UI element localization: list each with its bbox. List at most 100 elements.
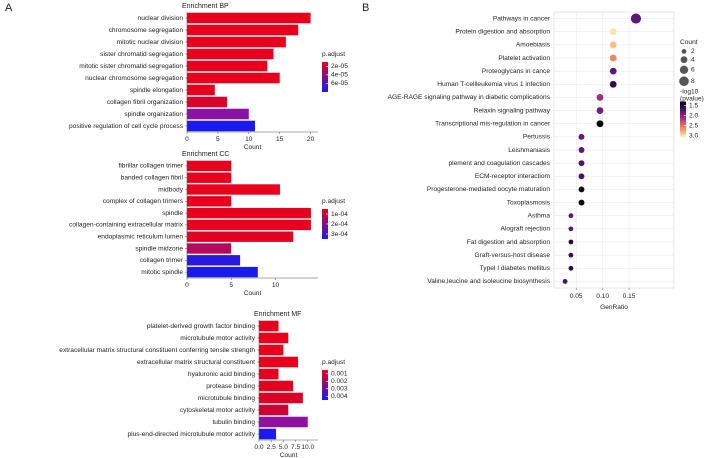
y-tick-label: tubulin binding (212, 419, 255, 426)
bar (187, 231, 294, 242)
panel-label: B (362, 2, 369, 14)
x-tick-label: 2.5 (267, 444, 276, 451)
x-tick-label: 0 (185, 282, 189, 289)
x-tick-label: 20 (307, 136, 315, 143)
colorbar (322, 209, 328, 239)
y-tick-label: AGE-RAGE signaling pathway in diabetic c… (388, 94, 551, 101)
legend-title: Count (680, 39, 698, 46)
legend-size-label: 2 (691, 48, 695, 55)
colorbar-tick-label: 4e-05 (331, 72, 348, 79)
x-tick-label: 10 (245, 136, 253, 143)
y-tick-label: cytoskeletal motor activity (180, 407, 256, 414)
bar (259, 416, 308, 428)
x-tick-label: 5 (216, 136, 220, 143)
bar (187, 84, 215, 96)
x-tick-label: 10.0 (301, 444, 314, 451)
y-tick-label: banded collagen fibril (121, 174, 184, 181)
legend-title: p.adjust (322, 198, 345, 205)
y-tick-label: Protein digestion and absorption (455, 28, 550, 35)
y-tick-label: microtubule binding (198, 395, 256, 402)
point (578, 160, 585, 167)
x-axis-label: Count (244, 144, 262, 151)
x-tick-label: 5 (229, 282, 233, 289)
y-tick-label: Platelet activation (498, 55, 550, 62)
y-tick-label: nuclear chromosome segregation (85, 75, 183, 82)
y-tick-label: spindle (162, 210, 183, 217)
x-tick-label: 0.05 (570, 293, 583, 300)
y-tick-label: Transcriptional mis-regulation in cancer (435, 120, 551, 127)
y-tick-label: microtubule motor activity (180, 335, 255, 342)
x-tick-label: 0.10 (596, 293, 609, 300)
y-tick-label: plement and coagulation cascades (448, 160, 550, 167)
bar (187, 196, 232, 207)
y-tick-label: ECM-receptor interactiom (475, 173, 551, 180)
bar (259, 404, 289, 416)
x-tick-label: 0 (185, 136, 189, 143)
legend-size-marker (681, 49, 687, 54)
point (568, 226, 574, 232)
colorbar (680, 101, 686, 138)
y-tick-label: mitotic nuclear division (117, 39, 184, 46)
bar (187, 160, 232, 172)
point (578, 173, 585, 180)
x-axis-label: GenRatio (600, 304, 628, 311)
x-tick-label: 0.15 (623, 293, 636, 300)
bar (259, 368, 279, 380)
y-tick-label: chromosome segregation (109, 27, 184, 34)
y-tick-label: hyaluronic acid binding (188, 371, 255, 378)
y-tick-label: endoplasmic reticulum lumen (98, 233, 184, 240)
bar (259, 428, 277, 440)
point (596, 107, 604, 114)
bar (187, 172, 232, 183)
bar (187, 120, 255, 132)
x-axis-label: Count (280, 452, 298, 458)
colorbar-tick-label: 1e-04 (331, 211, 348, 218)
legend-size-label: 6 (691, 67, 695, 74)
y-tick-label: platelet-derived growth factor binding (147, 323, 255, 330)
point (578, 199, 585, 206)
legend-size-label: 8 (691, 78, 695, 85)
y-tick-label: Graft-versus-host disease (475, 252, 551, 259)
colorbar-tick-label: 1.5 (689, 102, 698, 109)
x-axis-label: Count (244, 290, 262, 297)
bar (187, 72, 280, 84)
bar (259, 344, 284, 356)
y-tick-label: Fat digestion and absorption (467, 239, 551, 246)
legend-title: p.adjust (322, 359, 345, 366)
point (609, 67, 617, 75)
bar (187, 108, 249, 120)
colorbar (322, 370, 328, 400)
point (609, 41, 617, 49)
y-tick-label: mitotic spindle (141, 269, 183, 276)
chart-title: Enrichment CC (182, 151, 229, 158)
y-tick-label: fibrillar collagen trimer (119, 163, 184, 170)
point (609, 80, 617, 88)
point (578, 133, 585, 140)
y-tick-label: midbody (158, 186, 184, 193)
colorbar-tick-label: 0.003 (331, 386, 348, 393)
x-tick-label: 10 (272, 282, 280, 289)
legend-size-marker (679, 65, 689, 74)
y-tick-label: nuclear division (138, 15, 184, 22)
point (578, 186, 585, 193)
bar (187, 184, 280, 195)
x-tick-label: 5.0 (279, 444, 288, 451)
point (596, 94, 604, 101)
y-tick-label: Human T-cellleukemia virus 1 infection (437, 81, 550, 88)
bar (259, 392, 303, 404)
y-tick-label: Pathways in cancer (493, 15, 551, 22)
panel-label: A (5, 2, 13, 14)
legend-size-label: 4 (691, 56, 695, 63)
bar (187, 36, 286, 48)
x-tick-label: 15 (276, 136, 284, 143)
bar (259, 356, 299, 368)
colorbar-tick-label: 2.5 (689, 122, 698, 129)
y-tick-label: positive regulation of cell cycle proces… (69, 123, 184, 130)
colorbar-tick-label: 0.004 (331, 393, 348, 400)
point (568, 239, 574, 245)
y-tick-label: collagen fibril organization (107, 99, 184, 106)
colorbar-tick-label: 2.0 (689, 112, 698, 119)
legend-size-marker (680, 56, 688, 64)
bar (187, 48, 274, 60)
